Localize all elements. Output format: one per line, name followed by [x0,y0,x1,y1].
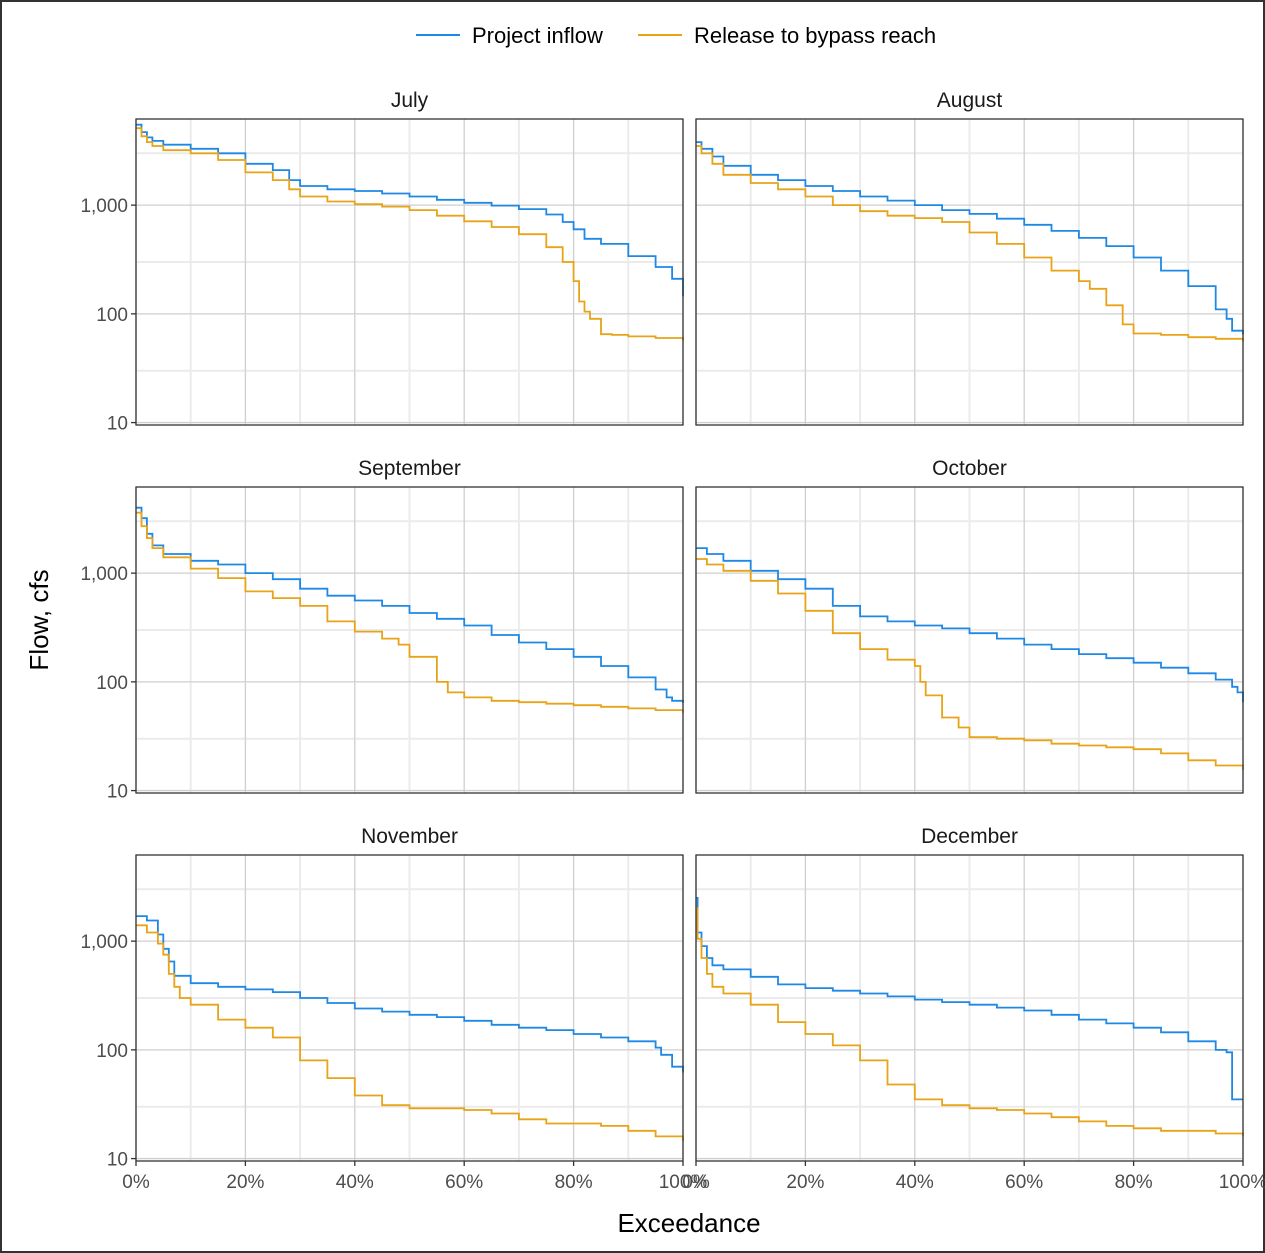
x-tick-label: 0% [122,1172,150,1193]
series-line-release-to-bypass-reach [136,127,684,341]
x-tick-label: 100% [1219,1172,1265,1193]
x-tick-label: 40% [896,1172,934,1193]
panel-border [695,486,1244,794]
x-tick-label: 80% [555,1172,593,1193]
legend: Project inflow Release to bypass reach [416,23,936,48]
y-tick-label: 10 [107,414,128,435]
x-tick-label: 100% [659,1172,708,1193]
panel-title: November [361,825,458,848]
panel-title: December [921,825,1018,848]
panel-title: September [358,457,461,480]
panel-july: July 10 100 1,000 [80,89,684,435]
x-tick-label: 60% [445,1172,483,1193]
series-line-release-to-bypass-reach [696,907,1244,1137]
y-axis-title: Flow, cfs [24,569,54,670]
panel-border [135,486,684,794]
panel-september: September 10 100 1,000 [80,457,684,803]
panel-november: November 10 100 1,000 0% 20% 40% 60% 80% 100% [80,825,707,1193]
panel-title: October [932,457,1007,480]
y-tick-label: 100 [96,1041,128,1062]
series-line-release-to-bypass-reach [696,558,1244,770]
panel-title: August [937,89,1003,112]
panel-border [695,854,1244,1162]
y-tick-label: 10 [107,1150,128,1171]
series-line-project-inflow [696,897,1243,1101]
panel-border [135,854,684,1162]
y-tick-label: 100 [96,673,128,694]
panel-october: October [695,457,1244,794]
panel-border [135,118,684,426]
y-tick-label: 100 [96,305,128,326]
y-tick-label: 1,000 [80,932,128,953]
legend-label-release: Release to bypass reach [694,23,936,48]
series-line-project-inflow [136,506,684,703]
x-tick-label: 0% [682,1172,710,1193]
panel-title: July [391,89,429,112]
panel-august: August [695,89,1244,426]
y-tick-label: 1,000 [80,564,128,585]
y-tick-label: 1,000 [80,196,128,217]
x-tick-label: 60% [1005,1172,1043,1193]
x-tick-label: 40% [336,1172,374,1193]
x-tick-label: 20% [786,1172,824,1193]
y-tick-label: 10 [107,782,128,803]
series-line-project-inflow [696,547,1244,703]
panel-border [695,118,1244,426]
series-line-release-to-bypass-reach [136,511,684,713]
panel-december: December 0% 20% 40% 60% 80% 100% [682,825,1265,1193]
legend-label-project-inflow: Project inflow [472,23,603,48]
series-line-release-to-bypass-reach [696,145,1244,342]
series-line-release-to-bypass-reach [136,924,684,1141]
x-axis-title: Exceedance [617,1208,760,1238]
facet-panels: July 10 100 1,000 August September 10 100 1,000 O… [80,89,1265,1193]
x-tick-label: 80% [1115,1172,1153,1193]
x-tick-label: 20% [226,1172,264,1193]
series-line-project-inflow [136,915,684,1073]
series-line-project-inflow [136,123,684,297]
